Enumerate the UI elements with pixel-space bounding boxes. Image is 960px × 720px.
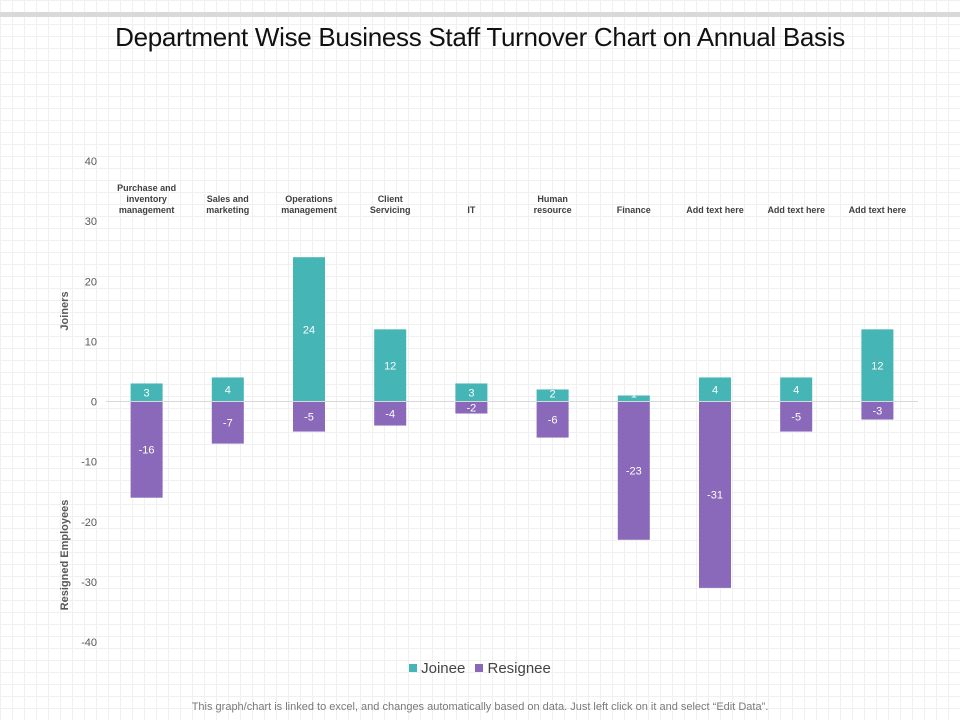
resignee-value-label: -5 bbox=[304, 412, 314, 424]
joinee-value-label: 12 bbox=[871, 360, 883, 372]
category-label: Human resource bbox=[534, 194, 572, 215]
joinee-value-label: 3 bbox=[144, 387, 150, 399]
category-label-line: resource bbox=[534, 205, 572, 215]
category-label-line: management bbox=[281, 205, 337, 215]
resignee-value-label: -4 bbox=[385, 409, 395, 421]
category-label: Add text here bbox=[767, 205, 825, 215]
resignee-bar bbox=[211, 401, 244, 444]
resignee-value-label: -23 bbox=[626, 466, 642, 478]
category-label: Add text here bbox=[849, 205, 907, 215]
y-tick-label: -20 bbox=[81, 517, 97, 529]
joinee-bar bbox=[699, 377, 731, 402]
joinee-bar bbox=[455, 383, 488, 402]
joinee-bar bbox=[130, 383, 163, 402]
legend-resignee-swatch bbox=[475, 664, 484, 672]
legend-joinee: Joinee bbox=[409, 660, 465, 677]
legend-resignee: Resignee bbox=[475, 660, 551, 677]
resignee-value-label: -31 bbox=[707, 490, 723, 502]
joinee-bar bbox=[374, 329, 407, 402]
category-label-line: Servicing bbox=[370, 205, 411, 215]
resignee-bar bbox=[374, 401, 407, 426]
y-tick-label: -40 bbox=[81, 637, 97, 649]
joinee-value-label: 1 bbox=[631, 389, 637, 401]
legend-joinee-label: Joinee bbox=[421, 660, 466, 677]
joinee-bar bbox=[617, 395, 650, 402]
y-tick-label: -30 bbox=[81, 577, 97, 589]
legend: Joinee Resignee bbox=[0, 660, 960, 677]
resignee-value-label: -3 bbox=[873, 406, 883, 418]
legend-resignee-label: Resignee bbox=[487, 660, 551, 677]
resignee-value-label: -5 bbox=[791, 412, 801, 424]
y-tick-label: 20 bbox=[85, 276, 97, 288]
resignee-bar bbox=[699, 401, 731, 588]
joinee-value-label: 3 bbox=[468, 387, 474, 399]
category-label: IT bbox=[467, 205, 476, 215]
resignee-bar bbox=[536, 401, 569, 438]
footer-note: This graph/chart is linked to excel, and… bbox=[191, 701, 769, 713]
resignee-bar bbox=[780, 401, 813, 432]
joinee-bar bbox=[780, 377, 813, 402]
category-label-line: Add text here bbox=[849, 205, 907, 215]
joinee-value-label: 24 bbox=[303, 324, 315, 336]
category-label: Finance bbox=[617, 205, 651, 215]
category-label-line: management bbox=[119, 205, 175, 215]
joinee-bar bbox=[211, 377, 244, 402]
category-label: Client Servicing bbox=[370, 194, 411, 215]
category-label-line: Purchase and bbox=[117, 183, 176, 193]
category-label: Operations management bbox=[281, 194, 337, 215]
category-label: Purchase and inventory management bbox=[117, 183, 176, 215]
category-label-line: Client bbox=[378, 194, 403, 204]
category-label-line: IT bbox=[467, 205, 476, 215]
joinee-value-label: 4 bbox=[225, 384, 231, 396]
category-label-line: Add text here bbox=[767, 205, 825, 215]
category-label-line: Human bbox=[537, 194, 568, 204]
resignee-bar bbox=[130, 401, 163, 498]
resignee-bar bbox=[861, 401, 894, 420]
y-tick-label: 40 bbox=[85, 156, 97, 168]
category-label-line: inventory bbox=[126, 194, 167, 204]
joinee-value-label: 12 bbox=[384, 360, 396, 372]
joinee-bar bbox=[861, 329, 894, 402]
category-label-line: marketing bbox=[206, 205, 249, 215]
chart-title: Department Wise Business Staff Turnover … bbox=[115, 22, 845, 52]
y-tick-label: 10 bbox=[85, 336, 97, 348]
resignee-value-label: -2 bbox=[467, 403, 477, 415]
joinee-value-label: 4 bbox=[712, 384, 718, 396]
category-label-line: Operations bbox=[285, 194, 333, 204]
y-tick-label: 30 bbox=[85, 216, 97, 228]
y-tick-label: -10 bbox=[81, 457, 97, 469]
resignee-bar bbox=[455, 401, 488, 414]
joinee-bar bbox=[293, 257, 325, 402]
category-label-line: Finance bbox=[617, 205, 651, 215]
category-label: Sales and marketing bbox=[206, 194, 249, 215]
resignee-value-label: -6 bbox=[548, 415, 558, 427]
y-axis-label-resigned: Resigned Employees bbox=[59, 500, 71, 611]
y-axis-label-joiners: Joiners bbox=[59, 291, 71, 330]
resignee-bar bbox=[293, 401, 325, 432]
joinee-bar bbox=[536, 389, 569, 402]
joinee-value-label: 4 bbox=[793, 384, 799, 396]
resignee-value-label: -16 bbox=[139, 445, 155, 457]
joinee-value-label: 2 bbox=[550, 389, 556, 401]
category-label-line: Sales and bbox=[207, 194, 249, 204]
resignee-bar bbox=[617, 401, 650, 540]
category-label-line: Add text here bbox=[686, 205, 744, 215]
y-tick-label: 0 bbox=[91, 397, 97, 409]
resignee-value-label: -7 bbox=[223, 418, 233, 430]
category-label: Add text here bbox=[686, 205, 744, 215]
legend-joinee-swatch bbox=[409, 664, 418, 672]
top-divider bbox=[0, 12, 960, 17]
